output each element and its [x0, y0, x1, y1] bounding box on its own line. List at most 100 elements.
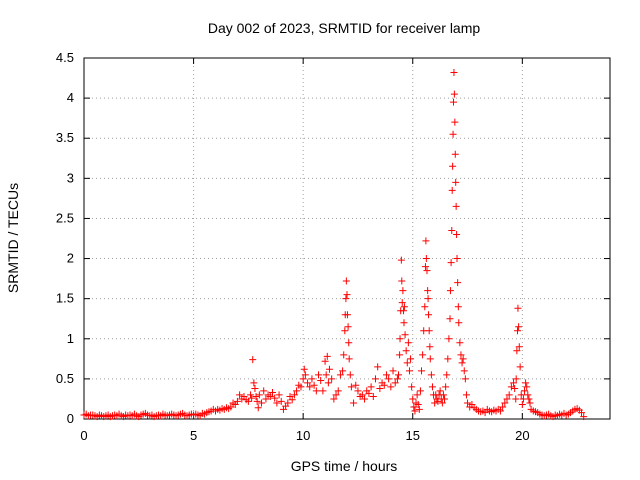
data-point — [354, 387, 362, 395]
data-point — [255, 391, 263, 399]
data-point — [244, 397, 252, 405]
data-point — [371, 375, 379, 383]
data-point — [438, 399, 446, 407]
data-point — [358, 391, 366, 399]
data-point — [451, 150, 459, 158]
data-point — [426, 355, 434, 363]
data-point — [288, 396, 296, 404]
data-point — [400, 319, 408, 327]
data-point — [454, 279, 462, 287]
data-point — [400, 303, 408, 311]
data-point — [443, 371, 451, 379]
data-point — [580, 413, 588, 421]
data-point — [523, 383, 531, 391]
data-point — [397, 256, 405, 264]
x-axis: 0 5 10 15 20 — [80, 58, 530, 443]
data-point — [297, 383, 305, 391]
data-point — [400, 307, 408, 315]
data-point — [382, 371, 390, 379]
data-point — [342, 277, 350, 285]
data-point — [521, 387, 529, 395]
data-point — [450, 90, 458, 98]
data-point — [423, 267, 431, 275]
x-tick-label: 20 — [515, 428, 529, 443]
data-point — [448, 186, 456, 194]
data-point — [517, 391, 525, 399]
data-point — [501, 399, 509, 407]
data-point — [299, 375, 307, 383]
y-tick-label: 2.5 — [56, 210, 74, 225]
data-point — [450, 98, 458, 106]
data-point — [365, 389, 373, 397]
data-point — [445, 335, 453, 343]
data-point — [334, 387, 342, 395]
data-point — [515, 343, 523, 351]
data-point — [398, 277, 406, 285]
data-point — [369, 393, 377, 401]
data-point — [395, 371, 403, 379]
data-point — [456, 339, 464, 347]
data-series — [80, 68, 588, 421]
data-point — [426, 343, 434, 351]
y-tick-label: 1 — [67, 331, 74, 346]
y-tick-label: 4 — [67, 90, 74, 105]
data-point — [442, 383, 450, 391]
data-point — [236, 391, 244, 399]
data-point — [422, 255, 430, 263]
data-point — [422, 237, 430, 245]
data-point — [380, 381, 388, 389]
data-point — [512, 375, 520, 383]
data-point — [413, 391, 421, 399]
data-point — [325, 365, 333, 373]
y-axis: 0 0.5 1 1.5 2 2.5 3 3.5 4 4.5 — [56, 50, 610, 426]
data-point — [409, 395, 417, 403]
data-point — [322, 371, 330, 379]
data-point — [293, 387, 301, 395]
data-point — [503, 395, 511, 403]
data-point — [387, 383, 395, 391]
data-point — [290, 391, 298, 399]
data-point — [401, 331, 409, 339]
data-point — [339, 367, 347, 375]
data-point — [454, 303, 462, 311]
data-point — [516, 363, 524, 371]
y-tick-label: 3.5 — [56, 130, 74, 145]
data-point — [300, 365, 308, 373]
data-point — [458, 359, 466, 367]
data-point — [457, 351, 465, 359]
data-point — [453, 230, 461, 238]
y-axis-label: SRMTID / TECUs — [5, 183, 21, 293]
data-point — [341, 327, 349, 335]
data-point — [444, 355, 452, 363]
y-tick-label: 0 — [67, 411, 74, 426]
data-point — [414, 401, 422, 409]
data-point — [525, 395, 533, 403]
data-point — [343, 311, 351, 319]
data-point — [405, 367, 413, 375]
data-point — [513, 347, 521, 355]
data-point — [439, 391, 447, 399]
data-point — [449, 162, 457, 170]
data-point — [453, 255, 461, 263]
data-point — [455, 319, 463, 327]
data-point — [399, 287, 407, 295]
data-point — [250, 379, 258, 387]
x-tick-label: 15 — [406, 428, 420, 443]
data-point — [328, 375, 336, 383]
data-point — [342, 295, 350, 303]
data-point — [317, 376, 325, 384]
data-point — [410, 403, 418, 411]
x-tick-label: 5 — [190, 428, 197, 443]
data-point — [233, 397, 241, 405]
data-point — [518, 401, 526, 409]
data-point — [273, 399, 281, 407]
data-point — [275, 391, 283, 399]
data-point — [367, 383, 375, 391]
data-point — [332, 391, 340, 399]
data-point — [374, 363, 382, 371]
data-point — [459, 355, 467, 363]
data-point — [350, 399, 358, 407]
data-point — [416, 387, 424, 395]
data-point — [398, 299, 406, 307]
data-point — [514, 327, 522, 335]
